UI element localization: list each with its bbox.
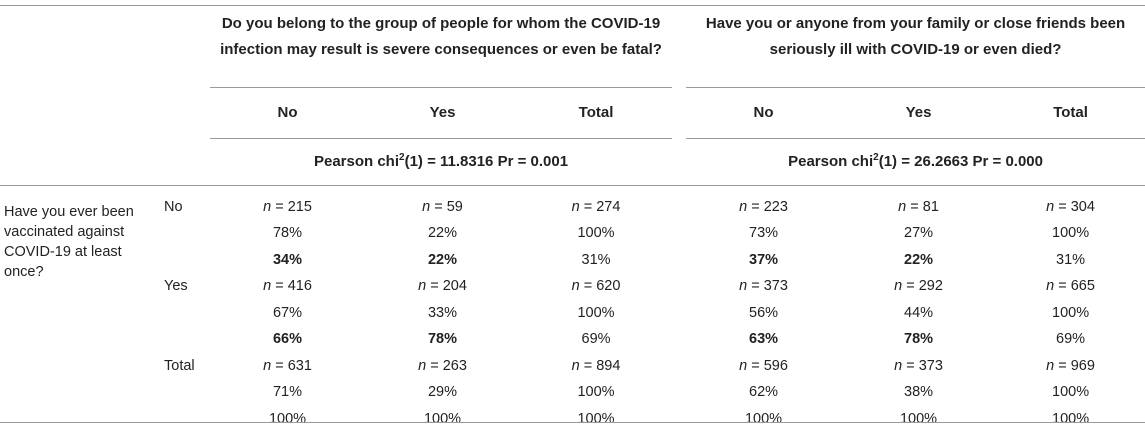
table-cell: 27% bbox=[841, 220, 996, 247]
group-label: Total bbox=[160, 353, 210, 380]
column-gap bbox=[672, 247, 686, 274]
col-header-total-1: Total bbox=[520, 87, 672, 138]
column-header-row: No Yes Total No Yes Total bbox=[0, 87, 1145, 138]
col-header-no-2: No bbox=[686, 87, 841, 138]
table-cell: n = 620 bbox=[520, 273, 672, 300]
table-cell: n = 631 bbox=[210, 353, 365, 380]
table-row: 34%22%31%37%22%31% bbox=[0, 247, 1145, 274]
column-gap bbox=[672, 300, 686, 327]
table-cell: 100% bbox=[365, 406, 520, 432]
column-gap bbox=[672, 273, 686, 300]
table-cell: n = 81 bbox=[841, 185, 996, 220]
table-row: 100%100%100%100%100%100% bbox=[0, 406, 1145, 432]
table-cell: 56% bbox=[686, 300, 841, 327]
chi-square-stat-2: Pearson chi2(1) = 26.2663 Pr = 0.000 bbox=[686, 138, 1145, 185]
table-cell: n = 263 bbox=[365, 353, 520, 380]
table-cell: n = 373 bbox=[686, 273, 841, 300]
crosstab-table: Do you belong to the group of people for… bbox=[0, 5, 1145, 432]
table-cell: n = 665 bbox=[996, 273, 1145, 300]
table-cell: 73% bbox=[686, 220, 841, 247]
chi-square-stat-1: Pearson chi2(1) = 11.8316 Pr = 0.001 bbox=[210, 138, 672, 185]
col-header-yes-2: Yes bbox=[841, 87, 996, 138]
table-cell: n = 416 bbox=[210, 273, 365, 300]
table-cell: 31% bbox=[996, 247, 1145, 274]
group-label bbox=[160, 326, 210, 353]
question-row: Do you belong to the group of people for… bbox=[0, 5, 1145, 87]
group-label: Yes bbox=[160, 273, 210, 300]
table-row: 71%29%100%62%38%100% bbox=[0, 379, 1145, 406]
table-cell: 100% bbox=[996, 220, 1145, 247]
table-cell: 29% bbox=[365, 379, 520, 406]
question-2-header: Have you or anyone from your family or c… bbox=[686, 5, 1145, 87]
table-row: Have you ever been vaccinated against CO… bbox=[0, 185, 1145, 220]
table-cell: n = 373 bbox=[841, 353, 996, 380]
table-row: 78%22%100%73%27%100% bbox=[0, 220, 1145, 247]
column-gap bbox=[672, 185, 686, 220]
chi-square-row: Pearson chi2(1) = 11.8316 Pr = 0.001 Pea… bbox=[0, 138, 1145, 185]
question-1-header: Do you belong to the group of people for… bbox=[210, 5, 672, 87]
group-label bbox=[160, 379, 210, 406]
table-cell: 100% bbox=[996, 379, 1145, 406]
table-cell: n = 204 bbox=[365, 273, 520, 300]
table-cell: 63% bbox=[686, 326, 841, 353]
table-row: 67%33%100%56%44%100% bbox=[0, 300, 1145, 327]
column-gap bbox=[672, 220, 686, 247]
table-cell: n = 596 bbox=[686, 353, 841, 380]
table-cell: n = 969 bbox=[996, 353, 1145, 380]
table-cell: 38% bbox=[841, 379, 996, 406]
table-cell: 100% bbox=[520, 220, 672, 247]
table-cell: 100% bbox=[520, 379, 672, 406]
table-bottom-rule bbox=[0, 422, 1145, 423]
table-cell: 69% bbox=[520, 326, 672, 353]
table-cell: 31% bbox=[520, 247, 672, 274]
table-cell: n = 292 bbox=[841, 273, 996, 300]
table-cell: 100% bbox=[520, 300, 672, 327]
group-label: No bbox=[160, 185, 210, 220]
col-header-yes-1: Yes bbox=[365, 87, 520, 138]
col-header-no-1: No bbox=[210, 87, 365, 138]
table-cell: n = 304 bbox=[996, 185, 1145, 220]
column-gap bbox=[672, 406, 686, 432]
group-label bbox=[160, 300, 210, 327]
table-cell: n = 223 bbox=[686, 185, 841, 220]
table-cell: 22% bbox=[365, 247, 520, 274]
col-header-total-2: Total bbox=[996, 87, 1145, 138]
table-cell: 33% bbox=[365, 300, 520, 327]
table-cell: 22% bbox=[841, 247, 996, 274]
table-body: Have you ever been vaccinated against CO… bbox=[0, 185, 1145, 432]
column-gap bbox=[672, 326, 686, 353]
table-cell: 37% bbox=[686, 247, 841, 274]
group-label bbox=[160, 406, 210, 432]
table-cell: 69% bbox=[996, 326, 1145, 353]
table-cell: 78% bbox=[365, 326, 520, 353]
table-cell: 66% bbox=[210, 326, 365, 353]
table-cell: 71% bbox=[210, 379, 365, 406]
table-cell: n = 894 bbox=[520, 353, 672, 380]
table-cell: 34% bbox=[210, 247, 365, 274]
table-cell: n = 59 bbox=[365, 185, 520, 220]
table-cell: 100% bbox=[520, 406, 672, 432]
table-cell: 78% bbox=[210, 220, 365, 247]
column-gap bbox=[672, 353, 686, 380]
table-row: 66%78%69%63%78%69% bbox=[0, 326, 1145, 353]
table-cell: 100% bbox=[996, 406, 1145, 432]
table-cell: 44% bbox=[841, 300, 996, 327]
column-gap bbox=[672, 379, 686, 406]
table-cell: 100% bbox=[686, 406, 841, 432]
table-cell: 100% bbox=[841, 406, 996, 432]
table-cell: 22% bbox=[365, 220, 520, 247]
table-cell: n = 274 bbox=[520, 185, 672, 220]
table-cell: 78% bbox=[841, 326, 996, 353]
group-label bbox=[160, 220, 210, 247]
table-cell: 100% bbox=[210, 406, 365, 432]
table-cell: 67% bbox=[210, 300, 365, 327]
table-cell: 62% bbox=[686, 379, 841, 406]
group-label bbox=[160, 247, 210, 274]
table-cell: n = 215 bbox=[210, 185, 365, 220]
table-cell: 100% bbox=[996, 300, 1145, 327]
row-question-label: Have you ever been vaccinated against CO… bbox=[0, 185, 160, 432]
